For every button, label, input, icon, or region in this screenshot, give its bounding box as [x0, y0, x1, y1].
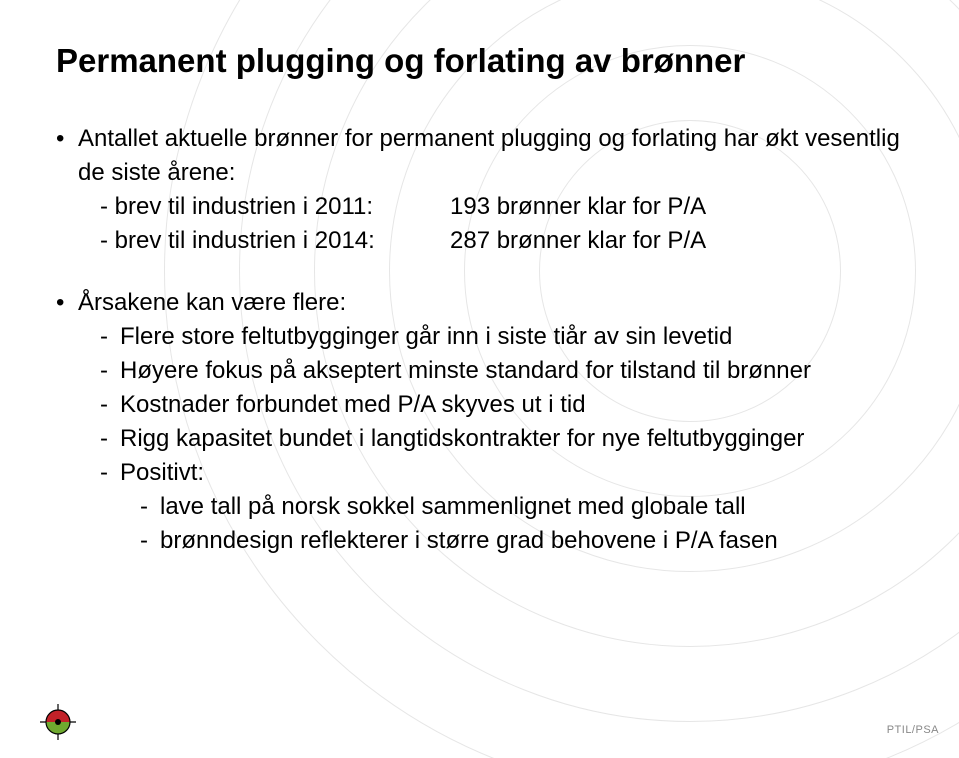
bullet-list: Antallet aktuelle brønner for permanent … — [56, 122, 903, 558]
sub-sub-item: lave tall på norsk sokkel sammenlignet m… — [140, 490, 903, 524]
bullet-item: Årsakene kan være flere:Flere store felt… — [56, 286, 903, 558]
sub-sub-item: brønndesign reflekterer i større grad be… — [140, 524, 903, 558]
bullet-text: Årsakene kan være flere: — [78, 286, 903, 320]
footer-text: PTIL/PSA — [887, 724, 939, 736]
sub-item: Høyere fokus på akseptert minste standar… — [100, 354, 903, 388]
sub-item: Flere store feltutbygginger går inn i si… — [100, 320, 903, 354]
row-value: 193 brønner klar for P/A — [410, 190, 706, 224]
bullet-item: Antallet aktuelle brønner for permanent … — [56, 122, 903, 258]
sub-item-positive: Positivt:lave tall på norsk sokkel samme… — [100, 456, 903, 558]
sub-item: Kostnader forbundet med P/A skyves ut i … — [100, 388, 903, 422]
data-row: - brev til industrien i 2014:287 brønner… — [100, 224, 903, 258]
sub-list: Flere store feltutbygginger går inn i si… — [100, 320, 903, 558]
sub-sub-list: lave tall på norsk sokkel sammenlignet m… — [140, 490, 903, 558]
row-value: 287 brønner klar for P/A — [410, 224, 706, 258]
row-label: - brev til industrien i 2011: — [100, 190, 410, 224]
row-label: - brev til industrien i 2014: — [100, 224, 410, 258]
slide-content: Permanent plugging og forlating av brønn… — [0, 0, 959, 558]
footer-logo — [40, 704, 76, 740]
sub-item: Rigg kapasitet bundet i langtidskontrakt… — [100, 422, 903, 456]
page-title: Permanent plugging og forlating av brønn… — [56, 42, 903, 80]
data-row: - brev til industrien i 2011:193 brønner… — [100, 190, 903, 224]
bullet-text: Antallet aktuelle brønner for permanent … — [78, 122, 903, 190]
